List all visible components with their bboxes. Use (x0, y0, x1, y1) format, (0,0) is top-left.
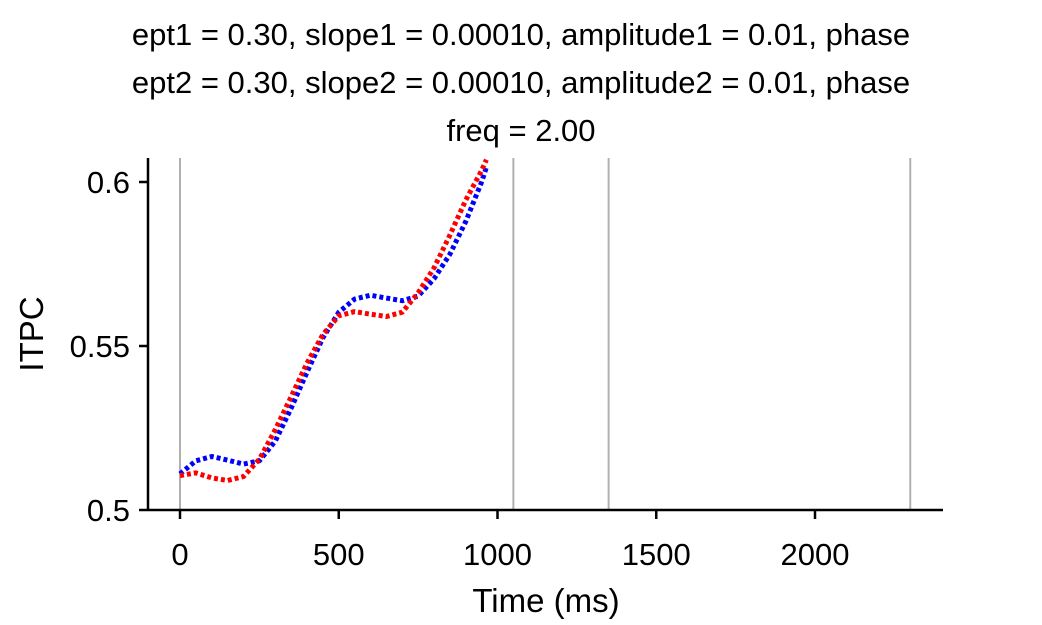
x-axis-label: Time (ms) (472, 582, 619, 619)
title-line-3: freq = 2.00 (446, 113, 595, 148)
title-line-1: ept1 = 0.30, slope1 = 0.00010, amplitude… (132, 17, 910, 52)
y-axis-ticks: 0.5 0.55 0.6 (70, 165, 148, 528)
y-tick-label: 0.55 (70, 329, 130, 364)
chart-title: ept1 = 0.30, slope1 = 0.00010, amplitude… (132, 17, 910, 148)
x-axis-ticks: 0 500 1000 1500 2000 (171, 510, 849, 572)
y-tick-label: 0.6 (87, 165, 130, 200)
axes (146, 158, 943, 512)
y-axis-label: ITPC (13, 296, 50, 371)
y-tick-label: 0.5 (87, 493, 130, 528)
x-tick-label: 1500 (622, 537, 691, 572)
series-line-2 (179, 158, 489, 483)
vertical-reference-lines (179, 158, 912, 510)
x-tick-label: 0 (171, 537, 188, 572)
series-line-1 (178, 166, 489, 476)
x-tick-label: 2000 (781, 537, 850, 572)
x-tick-label: 500 (313, 537, 365, 572)
title-line-2: ept2 = 0.30, slope2 = 0.00010, amplitude… (132, 65, 910, 100)
x-tick-label: 1000 (463, 537, 532, 572)
series-lines (178, 158, 489, 483)
